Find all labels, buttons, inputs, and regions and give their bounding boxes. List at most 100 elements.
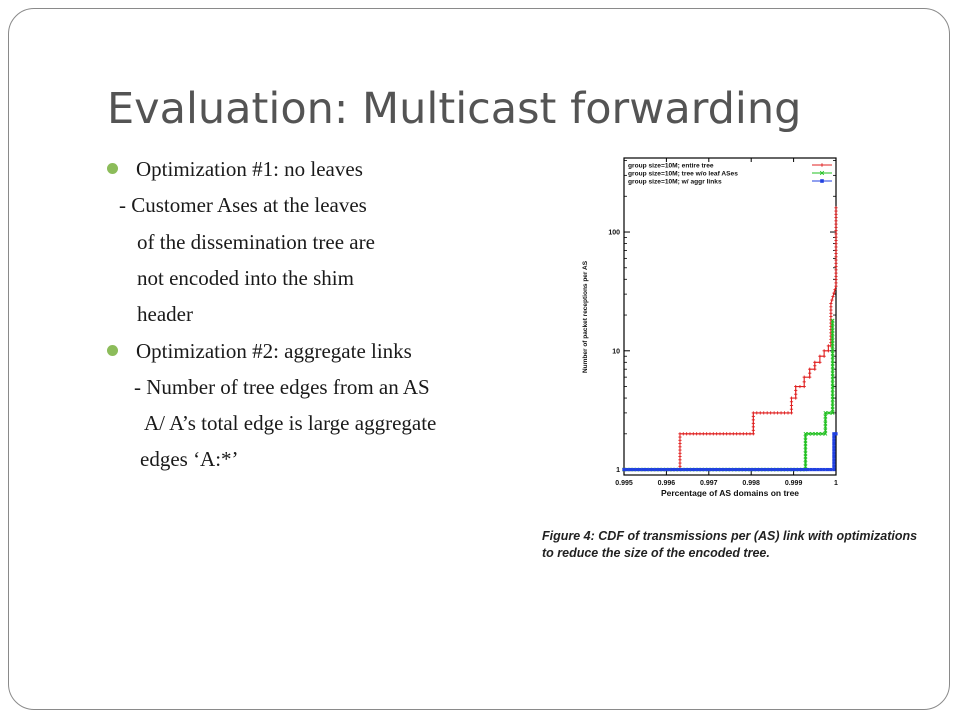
point-marker — [834, 264, 838, 269]
point-marker — [794, 388, 798, 392]
point-marker — [751, 411, 755, 415]
point-marker — [686, 467, 691, 472]
point-marker — [718, 432, 722, 436]
point-marker — [803, 464, 808, 469]
point-marker — [716, 467, 720, 472]
point-marker — [779, 411, 783, 415]
point-marker — [674, 467, 678, 472]
point-marker — [830, 410, 835, 415]
point-marker — [769, 411, 773, 415]
point-marker — [709, 467, 713, 472]
point-marker — [832, 435, 836, 439]
bullet-1-line-3: of the dissemination tree are — [137, 230, 375, 254]
point-marker — [808, 371, 812, 375]
bullet-2-line-1: Optimization #2: aggregate links — [136, 339, 412, 363]
point-marker — [712, 467, 717, 472]
x-tick-label: 0.995 — [615, 480, 633, 487]
point-marker — [678, 441, 682, 446]
point-marker — [732, 467, 736, 472]
point-marker — [816, 467, 820, 472]
point-marker — [745, 432, 749, 436]
point-marker — [703, 467, 707, 472]
point-marker — [680, 467, 684, 472]
point-marker — [834, 432, 838, 436]
legend-label: group size=10M; w/ aggr links — [628, 179, 722, 186]
bullet-2-line-4: edges ‘A:*’ — [140, 447, 239, 471]
point-marker — [831, 294, 835, 299]
point-marker — [635, 467, 639, 472]
point-marker — [830, 358, 835, 363]
bullet-marker-2 — [107, 345, 118, 356]
point-marker — [764, 467, 768, 472]
point-marker — [678, 438, 682, 442]
point-marker — [819, 170, 825, 176]
point-marker — [789, 403, 794, 408]
point-marker — [834, 219, 838, 223]
point-marker — [813, 360, 817, 364]
point-marker — [802, 384, 806, 389]
point-marker — [780, 467, 784, 472]
point-marker — [830, 338, 835, 343]
series-1 — [622, 206, 838, 472]
slide-frame — [8, 8, 950, 710]
point-marker — [678, 451, 682, 455]
point-marker — [745, 467, 749, 472]
point-marker — [832, 438, 836, 442]
point-marker — [823, 424, 828, 429]
point-marker — [678, 464, 682, 468]
x-tick-label: 0.999 — [785, 480, 803, 487]
point-marker — [830, 321, 835, 326]
point-marker — [751, 418, 755, 422]
point-marker — [754, 467, 758, 472]
point-marker — [751, 425, 755, 429]
point-marker — [834, 284, 838, 288]
point-marker — [830, 351, 835, 356]
point-marker — [794, 396, 798, 400]
point-marker — [670, 467, 675, 472]
point-marker — [693, 467, 697, 472]
point-marker — [830, 348, 835, 353]
point-marker — [787, 467, 791, 472]
point-marker — [830, 404, 835, 409]
point-marker — [834, 255, 838, 259]
point-marker — [678, 435, 682, 439]
point-marker — [830, 391, 835, 396]
point-marker — [823, 428, 828, 433]
point-marker — [830, 397, 835, 402]
point-marker — [834, 274, 838, 278]
y-tick-label: 100 — [608, 230, 620, 237]
point-marker — [820, 179, 824, 183]
series-2 — [622, 318, 835, 472]
plot-frame-group — [623, 157, 837, 476]
point-marker — [832, 464, 836, 468]
point-marker — [810, 431, 815, 436]
point-marker — [808, 375, 812, 379]
point-marker — [803, 431, 808, 436]
point-marker — [830, 344, 835, 349]
point-marker — [832, 454, 836, 459]
bullet-1-line-5: header — [137, 302, 193, 326]
point-marker — [819, 467, 823, 472]
point-marker — [664, 467, 668, 472]
series-line — [624, 320, 834, 471]
point-marker — [834, 238, 838, 243]
point-marker — [830, 387, 835, 392]
point-marker — [794, 392, 798, 396]
point-marker — [803, 438, 808, 443]
point-marker — [822, 354, 826, 358]
bullet-2-line-2: - Number of tree edges from an AS — [134, 375, 430, 399]
point-marker — [708, 432, 712, 436]
point-marker — [782, 411, 787, 415]
point-marker — [721, 432, 725, 436]
point-marker — [722, 467, 726, 472]
point-marker — [667, 467, 671, 472]
point-marker — [706, 467, 710, 472]
caption-line-1: Figure 4: CDF of transmissions per (AS) … — [542, 528, 922, 545]
point-marker — [803, 457, 808, 462]
point-marker — [789, 411, 794, 415]
point-marker — [786, 411, 790, 415]
point-marker — [793, 467, 797, 472]
point-marker — [796, 467, 800, 472]
point-marker — [825, 467, 830, 472]
point-marker — [834, 232, 838, 236]
